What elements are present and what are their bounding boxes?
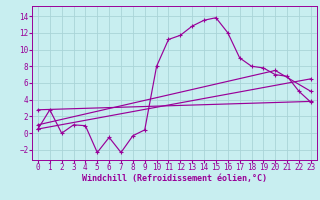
X-axis label: Windchill (Refroidissement éolien,°C): Windchill (Refroidissement éolien,°C) (82, 174, 267, 183)
